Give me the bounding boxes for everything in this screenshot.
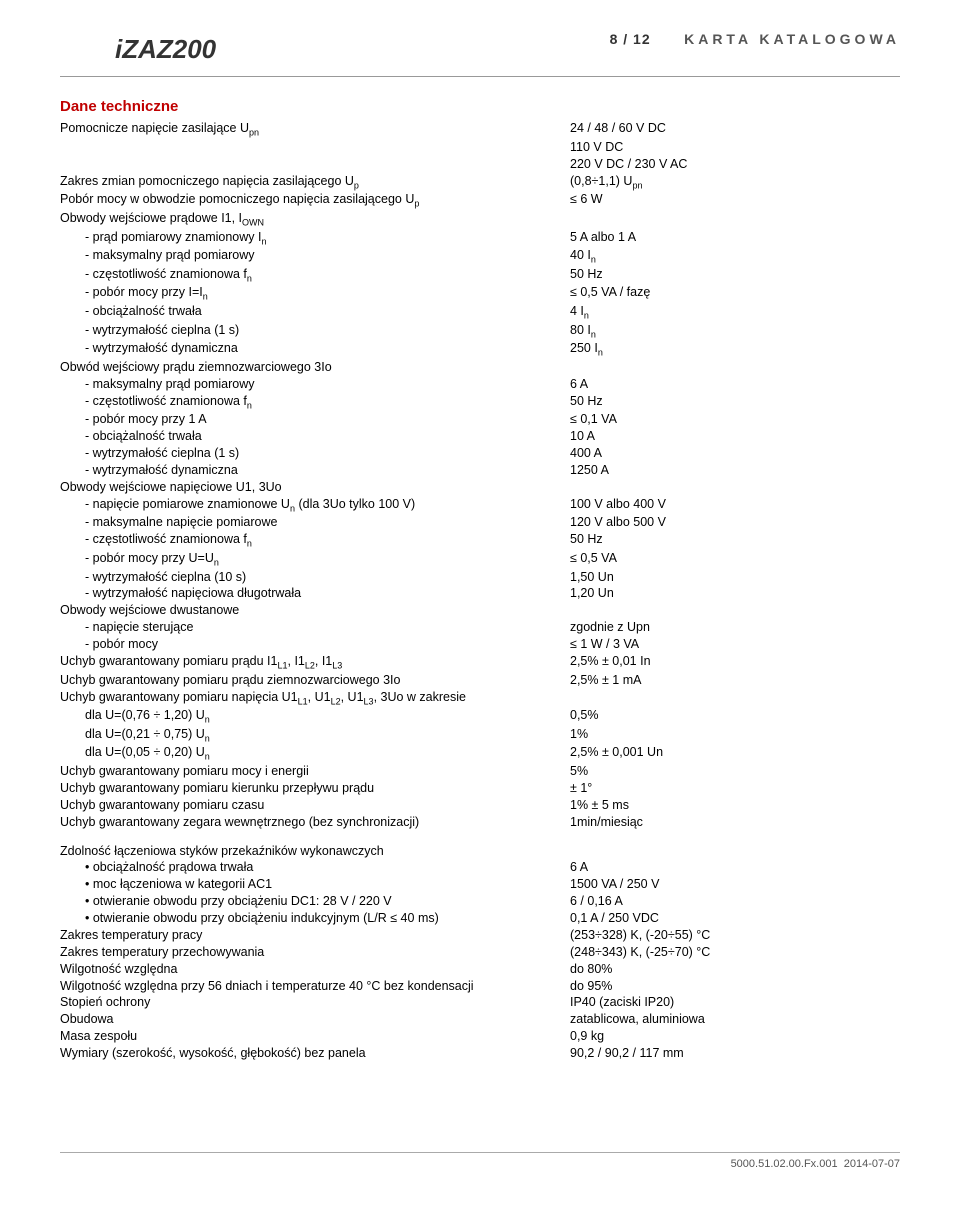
- row-obwd-head: Obwody wejściowe dwustanowe: [60, 602, 900, 619]
- row-obwu-head: Obwody wejściowe napięciowe U1, 3Uo: [60, 479, 900, 496]
- footer-doc: 5000.51.02.00.Fx.001: [731, 1157, 838, 1172]
- page-number: 8 / 12: [610, 31, 651, 47]
- page-header: ⚡ iZAZ200 8 / 12 KARTA KATALOGOWA: [60, 30, 900, 77]
- page-footer: 5000.51.02.00.Fx.001 2014-07-07: [60, 1152, 900, 1172]
- product-name: iZAZ200: [115, 32, 216, 67]
- section-title: Dane techniczne: [60, 97, 900, 117]
- row-zdol-head: Zdolność łączeniowa styków przekaźników …: [60, 843, 900, 860]
- footer-date: 2014-07-07: [844, 1157, 900, 1172]
- row-3io-head: Obwód wejściowy prądu ziemnozwarciowego …: [60, 359, 900, 376]
- row-upn: Pomocnicze napięcie zasilające Upn 24 / …: [60, 120, 900, 139]
- upn-val2: 110 V DC: [570, 139, 900, 156]
- row-obwi-head: Obwody wejściowe prądowe I1, IOWN: [60, 210, 900, 229]
- upn-label: Pomocnicze napięcie zasilające U: [60, 121, 249, 135]
- row-zakres: Zakres zmian pomocniczego napięcia zasil…: [60, 173, 900, 192]
- brand-logo: ⚡: [60, 30, 100, 70]
- title-block: ⚡ iZAZ200: [60, 30, 610, 70]
- upn-val3: 220 V DC / 230 V AC: [570, 156, 900, 173]
- upn-val1: 24 / 48 / 60 V DC: [570, 120, 900, 139]
- doc-type: KARTA KATALOGOWA: [684, 31, 900, 47]
- row-pobor: Pobór mocy w obwodzie pomocniczego napię…: [60, 191, 900, 210]
- row-uchyb1: Uchyb gwarantowany pomiaru prądu I1L1, I…: [60, 653, 900, 672]
- header-right: 8 / 12 KARTA KATALOGOWA: [610, 30, 900, 49]
